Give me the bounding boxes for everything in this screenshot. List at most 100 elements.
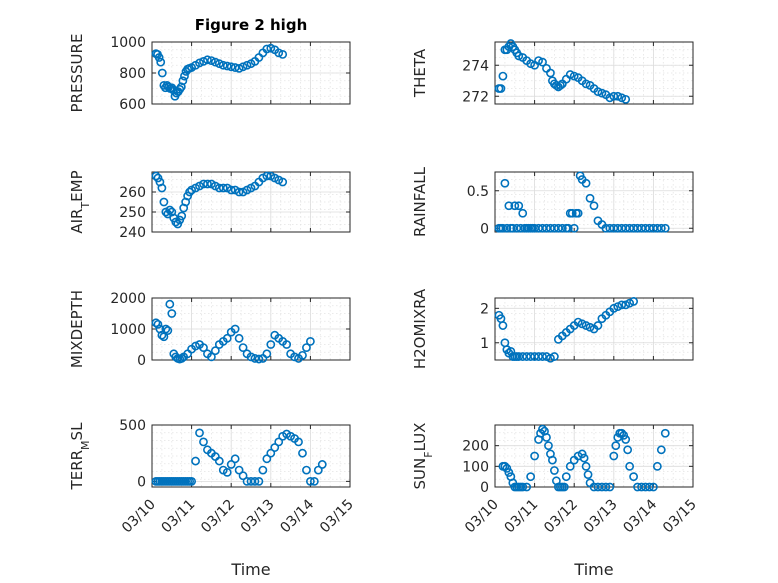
data-point — [530, 451, 539, 461]
data-point — [242, 60, 252, 70]
data-point — [498, 71, 508, 81]
data-point — [153, 319, 163, 329]
data-point — [504, 468, 514, 477]
data-point — [561, 74, 571, 84]
data-point — [266, 340, 276, 349]
data-point — [151, 171, 161, 181]
data-point — [178, 76, 188, 86]
data-point — [305, 476, 315, 486]
data-point — [629, 472, 638, 482]
data-point — [258, 465, 268, 475]
data-point — [163, 326, 173, 335]
y-tick-label: 500 — [119, 418, 146, 434]
data-point — [544, 441, 553, 451]
y-axis-label-subscript: F — [422, 451, 435, 457]
y-tick-label: 200 — [462, 439, 489, 455]
data-point — [238, 62, 248, 72]
data-point — [611, 441, 621, 451]
data-point — [500, 461, 510, 471]
y-axis-label-rest: LUX — [411, 423, 429, 452]
data-point — [246, 352, 256, 362]
data-point — [548, 455, 557, 465]
data-point — [238, 343, 248, 352]
data-point — [567, 208, 577, 218]
y-tick-label: 100 — [462, 459, 489, 475]
data-point — [317, 460, 327, 469]
data-point — [496, 84, 506, 93]
data-point — [500, 178, 510, 188]
data-point — [625, 461, 635, 471]
data-point — [621, 94, 631, 104]
data-point — [195, 428, 204, 438]
data-point — [565, 461, 575, 471]
data-point — [302, 343, 311, 352]
y-tick-label: 274 — [462, 58, 489, 74]
data-point — [262, 171, 272, 181]
data-point — [262, 349, 272, 359]
data-point — [656, 445, 666, 455]
y-axis-label: AIRTEMP — [68, 170, 92, 233]
data-point — [593, 87, 603, 96]
y-axis-label: TERRMSL — [68, 422, 92, 491]
data-point — [234, 63, 244, 73]
y-tick-label: 2000 — [110, 291, 146, 307]
data-point — [191, 456, 200, 466]
data-point — [649, 482, 658, 492]
data-point — [203, 179, 212, 189]
data-point — [514, 51, 524, 61]
x-tick-label: 03/11 — [159, 497, 199, 537]
data-point — [589, 201, 599, 211]
data-point — [605, 93, 615, 103]
data-point — [214, 456, 224, 466]
y-axis-label: RAINFALL — [411, 166, 429, 237]
data-point — [542, 63, 551, 73]
x-tick-label: 03/15 — [660, 497, 700, 537]
y-axis-label: PRESSURE — [68, 34, 86, 113]
data-point — [621, 435, 631, 444]
data-point — [298, 448, 307, 458]
data-point — [199, 437, 208, 447]
data-point — [278, 50, 288, 59]
data-point — [222, 467, 232, 477]
data-point — [542, 432, 551, 442]
data-point — [234, 465, 244, 475]
x-tick-label: 03/14 — [277, 496, 317, 536]
y-tick-label: 800 — [119, 66, 146, 82]
data-point — [550, 466, 559, 475]
data-point — [187, 476, 196, 486]
data-point — [581, 178, 591, 188]
data-point — [518, 482, 528, 492]
subplot-pressure: 600 800 1000 PRESSURE — [68, 34, 351, 113]
figure-title: Figure 2 high — [195, 16, 308, 34]
data-point — [195, 58, 204, 68]
x-axis-label-left: Time — [230, 560, 270, 579]
data-point — [660, 428, 670, 438]
data-point — [230, 454, 240, 464]
data-point — [191, 341, 200, 351]
y-tick-label: 240 — [119, 225, 146, 241]
x-tick-label: 03/12 — [198, 497, 238, 537]
data-point — [266, 448, 276, 458]
x-tick-label: 03/10 — [119, 497, 159, 537]
data-point — [230, 324, 240, 334]
y-tick-label: 600 — [119, 97, 146, 113]
data-point — [298, 350, 307, 360]
data-point — [302, 465, 311, 475]
data-point — [222, 333, 232, 343]
x-tick-label: 03/14 — [620, 496, 660, 536]
x-tick-label: 03/11 — [502, 497, 542, 537]
axes-box — [151, 41, 351, 105]
data-point — [262, 454, 272, 464]
y-tick-label: 272 — [462, 89, 489, 105]
data-point — [226, 62, 236, 72]
subplot-theta: 272 274 THETA — [411, 39, 694, 105]
data-point — [210, 346, 220, 356]
data-point — [199, 343, 208, 352]
x-tick-label: 03/13 — [581, 497, 621, 537]
data-point — [313, 465, 323, 475]
data-point — [563, 223, 573, 233]
y-tick-label: 1 — [480, 336, 489, 352]
subplot-sunflux: 0 100 200 SUNFLUX 03/10 03/11 03/12 03/13 03/14 0… — [411, 423, 700, 537]
data-point — [559, 482, 569, 492]
